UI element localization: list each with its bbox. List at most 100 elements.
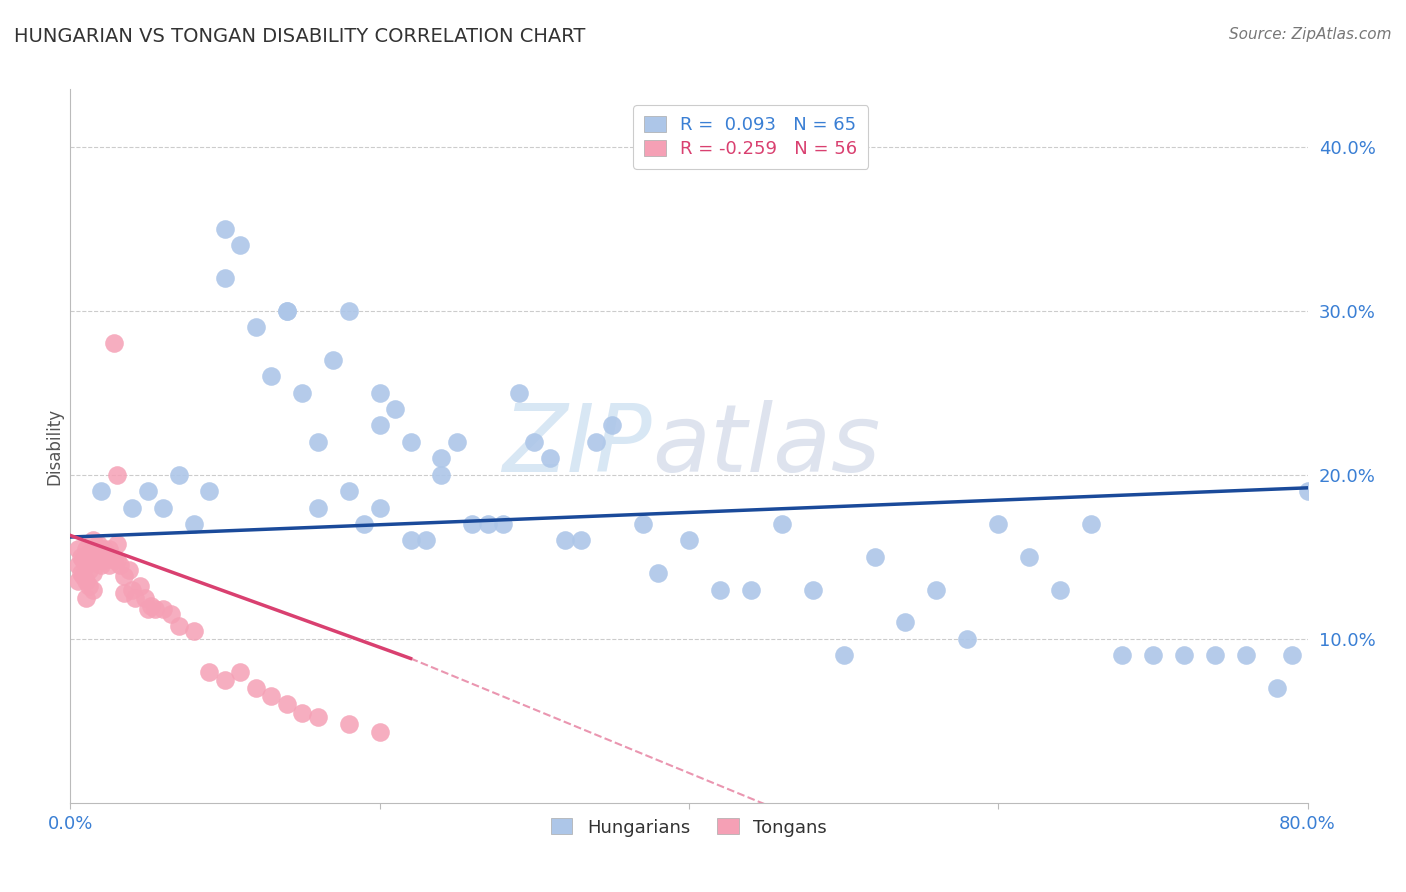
Point [108, 558, 131, 572]
Point [863, 549, 886, 564]
Point [70, 566, 93, 581]
Point [291, 706, 314, 720]
Point [145, 602, 166, 616]
Point [90, 558, 112, 572]
Point [523, 434, 546, 449]
Point [214, 221, 236, 235]
Point [98, 541, 120, 556]
Legend: Hungarians, Tongans: Hungarians, Tongans [544, 811, 834, 844]
Point [103, 336, 125, 351]
Point [90, 541, 112, 556]
Point [492, 516, 515, 531]
Point [152, 500, 174, 515]
Point [160, 607, 183, 622]
Point [183, 516, 205, 531]
Point [894, 615, 917, 630]
Point [72, 553, 94, 567]
Point [167, 618, 190, 632]
Point [430, 451, 453, 466]
Point [337, 717, 360, 731]
Point [75, 558, 97, 572]
Point [322, 352, 344, 367]
Point [368, 385, 391, 400]
Point [87, 536, 110, 550]
Point [307, 434, 329, 449]
Point [801, 582, 824, 597]
Point [987, 516, 1010, 531]
Point [82, 533, 105, 548]
Point [477, 516, 499, 531]
Point [152, 602, 174, 616]
Point [291, 385, 314, 400]
Point [276, 303, 298, 318]
Point [1142, 648, 1164, 662]
Point [925, 582, 948, 597]
Text: atlas: atlas [652, 401, 880, 491]
Point [585, 434, 607, 449]
Point [260, 369, 283, 384]
Point [430, 467, 453, 482]
Point [461, 516, 484, 531]
Point [93, 541, 115, 556]
Point [67, 541, 90, 556]
Point [384, 402, 406, 417]
Point [1111, 648, 1133, 662]
Point [93, 553, 115, 567]
Point [103, 553, 125, 567]
Point [1281, 648, 1303, 662]
Point [67, 558, 90, 572]
Point [229, 665, 252, 679]
Point [75, 541, 97, 556]
Point [307, 710, 329, 724]
Point [214, 673, 236, 687]
Point [72, 569, 94, 583]
Point [198, 665, 221, 679]
Point [368, 500, 391, 515]
Point [740, 582, 762, 597]
Point [1018, 549, 1040, 564]
Point [214, 270, 236, 285]
Point [832, 648, 855, 662]
Point [105, 536, 128, 550]
Point [124, 591, 146, 605]
Point [245, 320, 267, 334]
Text: ZIP: ZIP [502, 401, 652, 491]
Point [368, 418, 391, 433]
Point [569, 533, 592, 548]
Point [1296, 484, 1319, 499]
Point [82, 582, 105, 597]
Point [136, 484, 159, 499]
Point [183, 624, 205, 638]
Point [709, 582, 731, 597]
Point [399, 434, 422, 449]
Point [337, 484, 360, 499]
Point [399, 533, 422, 548]
Point [77, 579, 100, 593]
Point [82, 566, 105, 581]
Point [600, 418, 623, 433]
Point [538, 451, 561, 466]
Point [198, 484, 221, 499]
Point [82, 549, 105, 564]
Text: Source: ZipAtlas.com: Source: ZipAtlas.com [1229, 27, 1392, 42]
Point [1173, 648, 1195, 662]
Point [67, 574, 90, 589]
Point [446, 434, 468, 449]
Point [167, 467, 190, 482]
Point [114, 586, 135, 600]
Point [1204, 648, 1226, 662]
Point [114, 569, 135, 583]
Point [631, 516, 654, 531]
Point [1265, 681, 1288, 695]
Point [1080, 516, 1102, 531]
Point [139, 599, 162, 613]
Point [260, 689, 283, 703]
Point [337, 303, 360, 318]
Point [77, 563, 100, 577]
Point [134, 591, 156, 605]
Y-axis label: Disability: Disability [45, 408, 63, 484]
Point [678, 533, 700, 548]
Point [1049, 582, 1071, 597]
Point [229, 238, 252, 252]
Point [647, 566, 669, 581]
